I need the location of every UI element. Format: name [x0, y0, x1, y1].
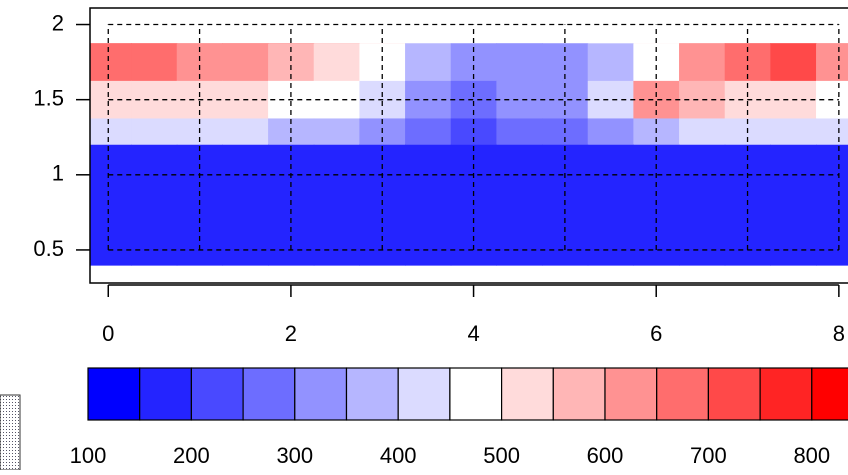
contour-cell [679, 43, 726, 82]
y-tick-label: 1.5 [33, 85, 64, 110]
colorbar-box [759, 367, 813, 421]
contour-cell [313, 43, 361, 82]
contour-cell [90, 144, 132, 266]
colorbar-box [604, 367, 658, 421]
colorbar-box [501, 367, 554, 421]
colorbar-tick-label: 800 [793, 443, 830, 468]
colorbar-box [449, 367, 503, 421]
colorbar-box [190, 367, 244, 421]
x-tick-label: 2 [285, 321, 297, 346]
contour-cell [496, 144, 543, 266]
x-tick-label: 8 [833, 321, 845, 346]
contour-cell [131, 43, 178, 82]
contour-cell [679, 144, 726, 266]
contour-cell [816, 43, 848, 82]
colorbar-box [811, 367, 848, 421]
contour-cell [770, 144, 817, 266]
contour-cell [90, 43, 132, 82]
y-tick-label: 1 [52, 161, 64, 186]
contour-cell [587, 144, 634, 266]
contour-cell [222, 144, 269, 266]
colorbar-box [552, 367, 606, 421]
x-tick-label: 6 [650, 321, 662, 346]
contour-cell [313, 144, 361, 266]
contour-cell [816, 144, 848, 266]
colorbar-tick-label: 600 [587, 443, 624, 468]
colorbar-box [345, 367, 399, 421]
colorbar-tick-label: 700 [690, 443, 727, 468]
colorbar-tick-label: 500 [483, 443, 520, 468]
y-tick-label: 0.5 [33, 236, 64, 261]
contour-cell [131, 144, 178, 266]
colorbar-box [294, 367, 348, 421]
contour-cell [496, 43, 543, 82]
colorbar-box [139, 367, 192, 421]
contour-cell [587, 43, 634, 82]
plot-frame [89, 7, 848, 284]
colorbar-box [656, 367, 710, 421]
colorbar-box [242, 367, 296, 421]
colorbar-tick-label: 200 [173, 443, 210, 468]
side-decoration [0, 394, 21, 471]
y-tick-label: 2 [52, 10, 64, 35]
contour-cell [770, 43, 817, 82]
colorbar-tick-label: 400 [380, 443, 417, 468]
plot-area [90, 23, 848, 266]
colorbar-box [87, 367, 141, 421]
x-tick-label: 4 [467, 321, 479, 346]
contour-cell [405, 144, 452, 266]
contour-cell [222, 43, 269, 82]
colorbar-tick-label: 100 [70, 443, 107, 468]
x-tick-label: 0 [102, 321, 114, 346]
contour-cell [405, 43, 452, 82]
colorbar-box [707, 367, 761, 421]
colorbar-box [397, 367, 451, 421]
colorbar-tick-label: 300 [276, 443, 313, 468]
